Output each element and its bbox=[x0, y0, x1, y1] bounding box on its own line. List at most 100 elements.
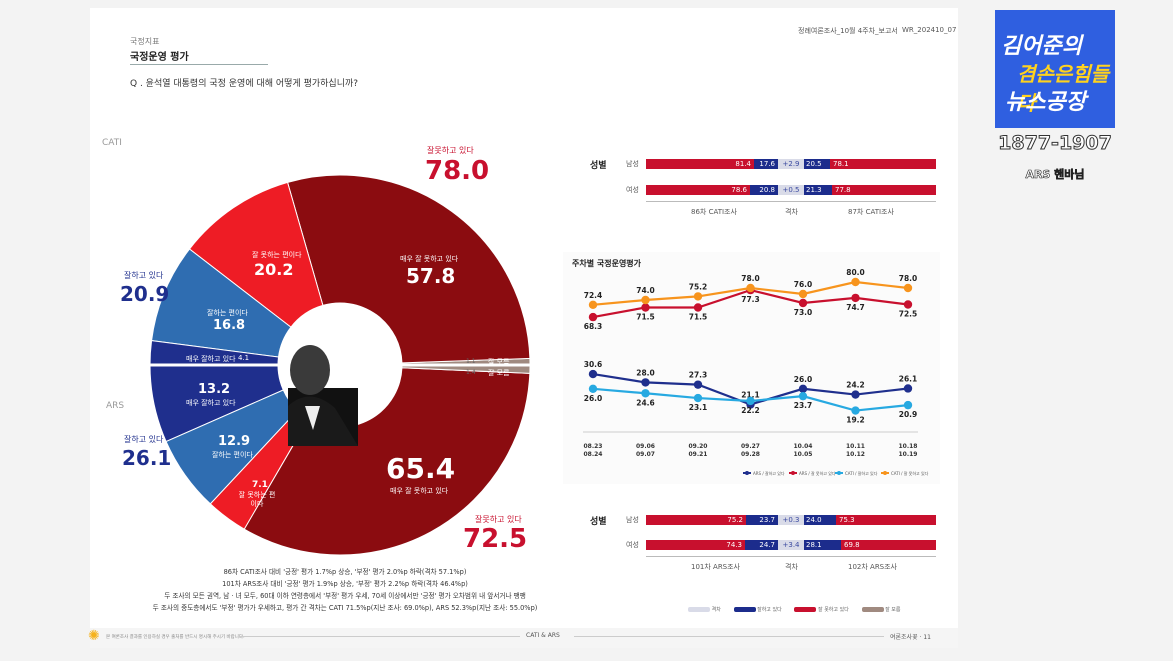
cati-gender-title: 성별 bbox=[590, 161, 607, 171]
data-point bbox=[641, 378, 650, 387]
ars-seg-very-good-value: 13.2 bbox=[198, 382, 231, 397]
ars-gender-foot-left: 101차 ARS조사 bbox=[691, 563, 741, 571]
data-point bbox=[641, 389, 650, 398]
cati-male-prev-bad: 81.4 bbox=[646, 159, 754, 169]
data-label: 71.5 bbox=[689, 313, 708, 322]
flower-logo-icon: ✺ bbox=[88, 628, 100, 644]
footer-center: CATI & ARS bbox=[526, 632, 560, 639]
cati-female-prev-good: 20.8 bbox=[750, 185, 778, 195]
data-point bbox=[851, 277, 860, 287]
ars-seg-unknown-value: 1.4 bbox=[466, 369, 476, 376]
ars-female-cur-good: 28.1 bbox=[804, 540, 841, 550]
legend-swatch-good bbox=[733, 607, 756, 612]
footer-left: 본 여론조사 결과를 인용하실 경우 출처를 반드시 명시해 주시기 바랍니다. bbox=[106, 635, 245, 640]
data-point bbox=[693, 393, 703, 403]
data-label: 76.0 bbox=[794, 280, 813, 289]
cati-seg-very-good-value: 4.1 bbox=[238, 354, 250, 362]
news-factory-logo: 김어준의 겸손은힘들다 뉴스공장 bbox=[995, 10, 1115, 128]
data-label: 71.5 bbox=[636, 313, 655, 322]
data-point bbox=[641, 303, 650, 312]
data-label: 23.7 bbox=[794, 401, 813, 410]
legend-dot bbox=[883, 471, 887, 475]
data-point bbox=[641, 295, 650, 305]
data-point bbox=[588, 300, 598, 309]
data-label: 72.4 bbox=[584, 291, 603, 300]
legend-swatch-unknown bbox=[861, 607, 884, 612]
data-point bbox=[903, 400, 913, 410]
cati-seg-bad-label: 잘 못하는 편이다 bbox=[252, 251, 302, 259]
cati-seg-very-bad-label: 매우 잘 못하고 있다 bbox=[400, 255, 459, 263]
cati-seg-good-label: 잘하는 편이다 bbox=[207, 309, 248, 317]
footer-bar bbox=[90, 628, 958, 648]
legend-label: ARS / 잘 못하고 있다 bbox=[799, 470, 836, 476]
cati-bad-total: 78.0 bbox=[425, 156, 490, 186]
cati-female-diff: +0.5 bbox=[778, 185, 804, 195]
ars-seg-very-good-label: 매우 잘하고 있다 bbox=[186, 399, 236, 407]
ars-bad-total: 72.5 bbox=[463, 524, 528, 554]
data-point bbox=[798, 298, 808, 308]
cati-male-prev-good: 17.6 bbox=[754, 159, 778, 169]
data-label: 24.2 bbox=[846, 381, 865, 390]
cati-seg-very-bad-value: 57.8 bbox=[406, 264, 456, 288]
logo-line3: 뉴스공장 bbox=[1005, 90, 1086, 115]
data-label: 23.1 bbox=[689, 403, 708, 412]
cati-gender-female-bar: 78.6 20.8 +0.5 21.3 77.8 bbox=[646, 185, 936, 195]
legend-dot bbox=[837, 471, 841, 475]
legend-diff: 격차 bbox=[711, 607, 721, 613]
legend-swatch-diff bbox=[688, 607, 710, 612]
ars-gender-foot-mid: 격차 bbox=[785, 563, 798, 571]
data-label: 24.6 bbox=[636, 398, 655, 407]
cati-good-total-label: 잘하고 있다 bbox=[124, 271, 164, 280]
x-tick-label: 09.07 bbox=[636, 451, 655, 458]
ars-seg-very-bad-label: 매우 잘 못하고 있다 bbox=[390, 487, 449, 495]
x-tick-label: 09.21 bbox=[689, 451, 708, 458]
cati-bad-total-label: 잘못하고 있다 bbox=[427, 146, 474, 155]
data-point bbox=[588, 369, 598, 379]
phone-range: 1877-1907 bbox=[998, 132, 1113, 155]
cati-seg-unknown-label: 잘 모름 bbox=[488, 358, 510, 366]
ars-female-cur-bad: 69.8 bbox=[841, 540, 936, 550]
legend-swatch-bad bbox=[794, 607, 817, 612]
cati-gender-foot-left: 86차 CATI조사 bbox=[691, 208, 737, 216]
legend-bad: 잘 못하고 있다 bbox=[818, 607, 849, 613]
x-tick-label: 09.28 bbox=[741, 451, 760, 458]
data-point bbox=[588, 312, 598, 322]
note-line: 두 조사의 모든 권역, 남 · 녀 모두, 60대 이하 연령층에서 '부정'… bbox=[164, 592, 526, 600]
ars-seg-unknown-label: 잘 모름 bbox=[488, 369, 510, 377]
x-tick-label: 10.11 bbox=[846, 443, 865, 450]
data-label: 27.3 bbox=[689, 371, 708, 380]
page-title: 국정운영 평가 bbox=[130, 52, 189, 63]
legend-label: CATI / 잘 못하고 있다 bbox=[891, 470, 929, 476]
x-tick-label: 10.19 bbox=[899, 451, 918, 458]
note-line: 101차 ARS조사 대비 '긍정' 평가 1.9%p 상승, '부정' 평가 … bbox=[222, 580, 468, 588]
footer-rule-left bbox=[240, 636, 520, 637]
ars-seg-good-label: 잘하는 편이다 bbox=[212, 451, 253, 459]
cati-section-label: CATI bbox=[102, 138, 122, 148]
footer-right: 여론조사꽃 · 11 bbox=[890, 634, 931, 641]
legend-good: 잘하고 있다 bbox=[757, 607, 782, 613]
report-page: 국정지표 국정운영 평가 Q . 윤석열 대통령의 국정 운영에 대해 어떻게 … bbox=[88, 8, 958, 648]
cati-male-cur-good: 20.5 bbox=[804, 159, 830, 169]
data-point bbox=[693, 292, 703, 301]
cati-gender-foot-right: 87차 CATI조사 bbox=[848, 208, 894, 216]
cati-gender-female-label: 여성 bbox=[626, 186, 639, 194]
ars-male-prev-bad: 75.2 bbox=[646, 515, 746, 525]
ars-gender-female-bar: 74.3 24.7 +3.4 28.1 69.8 bbox=[646, 540, 936, 550]
data-label: 78.0 bbox=[899, 274, 918, 283]
cati-male-cur-bad: 78.1 bbox=[830, 159, 936, 169]
x-tick-label: 09.20 bbox=[689, 443, 708, 450]
ars-male-cur-bad: 75.3 bbox=[836, 515, 936, 525]
data-label: 72.5 bbox=[899, 310, 918, 319]
x-tick-label: 09.06 bbox=[636, 443, 655, 450]
x-tick-label: 10.04 bbox=[794, 443, 813, 450]
ars-seg-very-bad-value: 65.4 bbox=[386, 452, 456, 485]
data-label: 74.0 bbox=[636, 286, 655, 295]
note-line: 86차 CATI조사 대비 '긍정' 평가 1.7%p 상승, '부정' 평가 … bbox=[223, 568, 467, 576]
x-tick-label: 08.24 bbox=[584, 451, 603, 458]
ars-seg-good-value: 12.9 bbox=[218, 434, 251, 449]
ars-bad-total-label: 잘못하고 있다 bbox=[475, 515, 522, 524]
x-tick-label: 09.27 bbox=[741, 443, 760, 450]
data-label: 26.1 bbox=[899, 374, 918, 383]
cati-male-diff: +2.9 bbox=[778, 159, 804, 169]
cati-good-total: 20.9 bbox=[120, 282, 170, 306]
